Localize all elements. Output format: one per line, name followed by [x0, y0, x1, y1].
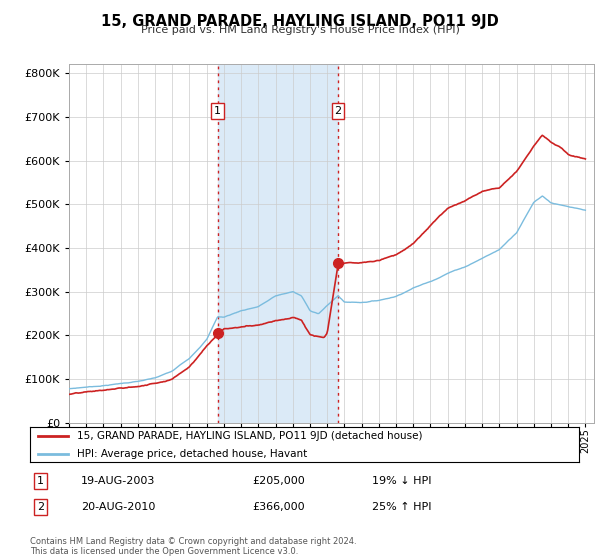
Text: £205,000: £205,000: [252, 476, 305, 486]
Text: This data is licensed under the Open Government Licence v3.0.: This data is licensed under the Open Gov…: [30, 548, 298, 557]
Text: £366,000: £366,000: [252, 502, 305, 512]
Text: 25% ↑ HPI: 25% ↑ HPI: [372, 502, 431, 512]
Text: 20-AUG-2010: 20-AUG-2010: [81, 502, 155, 512]
Text: Contains HM Land Registry data © Crown copyright and database right 2024.: Contains HM Land Registry data © Crown c…: [30, 538, 356, 547]
Bar: [218, 64, 338, 423]
Text: HPI: Average price, detached house, Havant: HPI: Average price, detached house, Hava…: [77, 449, 307, 459]
Text: 1: 1: [37, 476, 44, 486]
Text: 15, GRAND PARADE, HAYLING ISLAND, PO11 9JD: 15, GRAND PARADE, HAYLING ISLAND, PO11 9…: [101, 14, 499, 29]
Text: 15, GRAND PARADE, HAYLING ISLAND, PO11 9JD (detached house): 15, GRAND PARADE, HAYLING ISLAND, PO11 9…: [77, 431, 422, 441]
Text: 2: 2: [335, 106, 341, 116]
Text: Price paid vs. HM Land Registry's House Price Index (HPI): Price paid vs. HM Land Registry's House …: [140, 25, 460, 35]
Text: 19-AUG-2003: 19-AUG-2003: [81, 476, 155, 486]
Text: 19% ↓ HPI: 19% ↓ HPI: [372, 476, 431, 486]
Text: 2: 2: [37, 502, 44, 512]
Text: 1: 1: [214, 106, 221, 116]
